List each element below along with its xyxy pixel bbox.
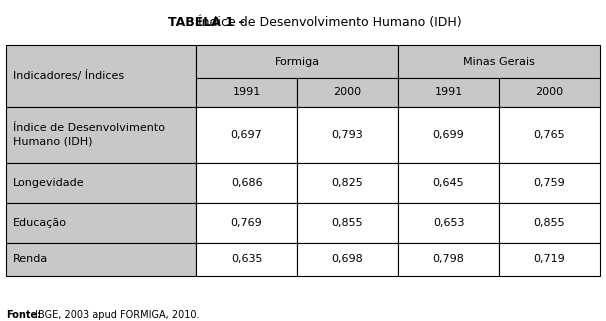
Text: Educação: Educação bbox=[13, 218, 67, 228]
Bar bbox=[398, 107, 499, 163]
Text: 0,653: 0,653 bbox=[433, 218, 464, 228]
Text: 0,798: 0,798 bbox=[433, 254, 464, 265]
Bar bbox=[499, 243, 600, 276]
Text: 0,699: 0,699 bbox=[433, 130, 464, 140]
Bar bbox=[398, 243, 499, 276]
Text: 0,719: 0,719 bbox=[534, 254, 565, 265]
Text: 1991: 1991 bbox=[435, 87, 462, 98]
Text: 2000: 2000 bbox=[333, 87, 362, 98]
Bar bbox=[398, 45, 600, 78]
Text: Longevidade: Longevidade bbox=[13, 178, 85, 188]
Text: Minas Gerais: Minas Gerais bbox=[463, 56, 535, 67]
Bar bbox=[196, 203, 297, 243]
Text: 0,697: 0,697 bbox=[231, 130, 262, 140]
Text: 0,698: 0,698 bbox=[331, 254, 364, 265]
Text: Índice de Desenvolvimento
Humano (IDH): Índice de Desenvolvimento Humano (IDH) bbox=[13, 123, 165, 146]
Bar bbox=[499, 203, 600, 243]
Text: 0,855: 0,855 bbox=[331, 218, 364, 228]
Bar bbox=[297, 163, 398, 203]
Text: 0,765: 0,765 bbox=[534, 130, 565, 140]
Bar bbox=[196, 243, 297, 276]
Text: IBGE, 2003 apud FORMIGA, 2010.: IBGE, 2003 apud FORMIGA, 2010. bbox=[32, 310, 200, 320]
Bar bbox=[398, 203, 499, 243]
Bar bbox=[297, 107, 398, 163]
Text: Indicadores/ Índices: Indicadores/ Índices bbox=[13, 70, 124, 81]
Text: 1991: 1991 bbox=[233, 87, 261, 98]
Bar bbox=[297, 203, 398, 243]
Text: 0,635: 0,635 bbox=[231, 254, 262, 265]
Bar bbox=[6, 45, 196, 107]
Text: 0,686: 0,686 bbox=[231, 178, 262, 188]
Text: 0,769: 0,769 bbox=[231, 218, 262, 228]
Text: Formiga: Formiga bbox=[275, 56, 319, 67]
Bar bbox=[196, 163, 297, 203]
Bar bbox=[499, 163, 600, 203]
Text: 0,793: 0,793 bbox=[331, 130, 364, 140]
Bar bbox=[6, 243, 196, 276]
Text: 0,855: 0,855 bbox=[534, 218, 565, 228]
Bar bbox=[499, 107, 600, 163]
Bar bbox=[6, 203, 196, 243]
Text: Fonte:: Fonte: bbox=[6, 310, 41, 320]
Text: 0,645: 0,645 bbox=[433, 178, 464, 188]
Bar bbox=[6, 163, 196, 203]
Text: 0,825: 0,825 bbox=[331, 178, 364, 188]
Text: Índice de Desenvolvimento Humano (IDH): Índice de Desenvolvimento Humano (IDH) bbox=[194, 16, 462, 29]
Text: 0,759: 0,759 bbox=[534, 178, 565, 188]
Bar bbox=[6, 107, 196, 163]
Bar bbox=[297, 78, 398, 107]
Text: 2000: 2000 bbox=[535, 87, 564, 98]
Bar bbox=[196, 45, 398, 78]
Bar bbox=[499, 78, 600, 107]
Bar bbox=[196, 78, 297, 107]
Bar bbox=[196, 107, 297, 163]
Bar bbox=[398, 163, 499, 203]
Text: Renda: Renda bbox=[13, 254, 48, 265]
Bar bbox=[297, 243, 398, 276]
Text: TABELA 1 –: TABELA 1 – bbox=[168, 16, 244, 29]
Bar bbox=[398, 78, 499, 107]
